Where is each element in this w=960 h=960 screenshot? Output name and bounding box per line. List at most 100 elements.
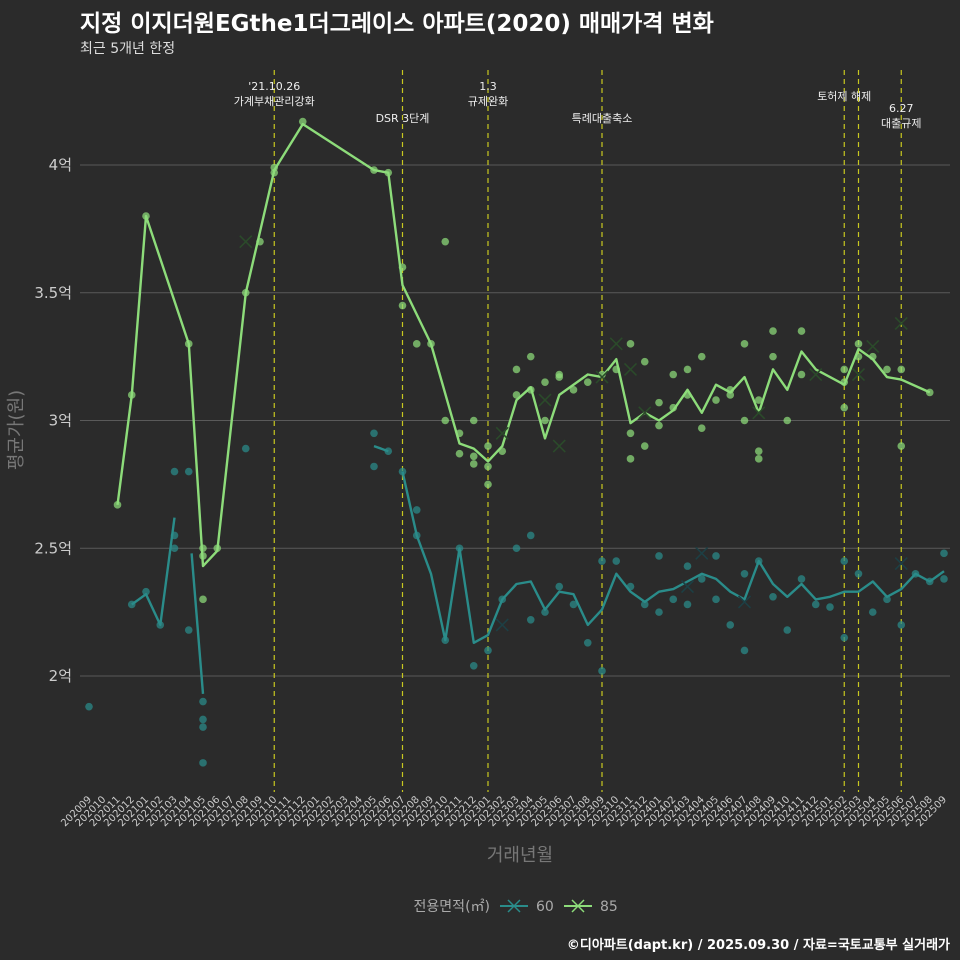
- data-point-60: [740, 646, 749, 655]
- data-point-60: [85, 702, 93, 711]
- cross-marker-85: [809, 367, 823, 382]
- series-line-60: [401, 471, 945, 644]
- data-point-85: [655, 421, 663, 430]
- data-point-60: [840, 557, 849, 565]
- event-label: 대출규제: [881, 117, 921, 130]
- data-point-60: [669, 595, 678, 604]
- data-point-85: [640, 357, 649, 366]
- data-point-60: [569, 600, 578, 609]
- data-point-60: [854, 570, 863, 578]
- data-point-60: [712, 552, 720, 560]
- data-point-60: [541, 608, 549, 616]
- data-point-85: [398, 301, 407, 310]
- data-point-85: [441, 237, 450, 246]
- data-point-85: [697, 424, 706, 432]
- data-point-85: [469, 416, 478, 425]
- data-point-60: [655, 608, 663, 616]
- data-point-60: [170, 467, 179, 476]
- data-point-85: [541, 416, 549, 425]
- source-footer: ©디아파트(dapt.kr) / 2025.09.30 / 자료=국토교통부 실…: [566, 938, 950, 953]
- cross-marker-85: [623, 362, 638, 376]
- data-point-85: [569, 386, 578, 394]
- event-label: 1.3: [479, 80, 497, 93]
- data-point-85: [712, 396, 720, 404]
- data-point-85: [840, 365, 849, 374]
- y-tick-label: 2.5억: [34, 539, 72, 557]
- data-point-85: [740, 340, 749, 348]
- data-point-60: [583, 638, 592, 647]
- x-axis-label: 거래년월: [487, 845, 553, 866]
- cross-marker-85: [538, 393, 552, 407]
- data-point-60: [199, 715, 207, 724]
- cross-marker-85: [638, 406, 652, 420]
- legend-item-60: 60: [500, 899, 554, 915]
- series-line-60: [131, 517, 176, 627]
- data-point-60: [199, 697, 207, 706]
- data-point-60: [184, 626, 193, 634]
- event-label: 규제완화: [468, 95, 508, 108]
- series-line-85: [116, 122, 931, 568]
- y-tick-label: 4억: [49, 156, 72, 174]
- legend-title: 전용면적(㎡): [414, 899, 490, 915]
- cross-marker-85: [239, 235, 253, 249]
- chart-title: 지정 이지더원EGthe1더그레이스 아파트(2020) 매매가격 변화: [80, 11, 714, 37]
- data-point-85: [484, 480, 492, 489]
- data-point-85: [683, 365, 692, 374]
- cross-marker-85: [552, 439, 566, 453]
- y-tick-label: 3.5억: [34, 284, 72, 302]
- data-point-60: [598, 557, 606, 565]
- data-point-85: [669, 370, 678, 379]
- data-point-85: [769, 327, 777, 335]
- data-point-60: [370, 429, 378, 438]
- data-point-60: [683, 562, 692, 570]
- data-point-85: [541, 378, 549, 386]
- cross-marker-85: [851, 367, 866, 382]
- data-point-85: [897, 365, 906, 374]
- data-point-60: [469, 661, 478, 670]
- data-point-60: [612, 557, 621, 565]
- data-point-85: [883, 365, 891, 374]
- cross-marker-60: [680, 580, 695, 594]
- data-point-85: [840, 403, 849, 412]
- chart-subtitle: 최근 5개년 한정: [80, 41, 176, 57]
- y-tick-label: 2억: [49, 667, 72, 685]
- event-label: '21.10.26: [248, 80, 300, 93]
- event-label: 특례대출축소: [572, 112, 633, 125]
- data-point-60: [412, 506, 421, 514]
- data-point-60: [883, 595, 891, 604]
- data-point-85: [783, 416, 792, 425]
- legend-label-85: 85: [600, 899, 618, 915]
- data-point-85: [484, 462, 492, 471]
- data-point-85: [526, 352, 535, 361]
- data-point-60: [769, 592, 777, 601]
- event-label: DSR 3단계: [376, 112, 430, 125]
- data-point-60: [142, 587, 150, 596]
- data-point-60: [783, 626, 792, 634]
- cross-marker-85: [752, 406, 766, 420]
- data-point-60: [940, 549, 948, 558]
- data-point-85: [697, 352, 706, 361]
- data-point-60: [868, 608, 877, 616]
- data-point-85: [754, 447, 763, 455]
- data-point-60: [526, 531, 535, 540]
- data-point-60: [512, 544, 521, 553]
- data-point-85: [583, 378, 592, 386]
- data-point-60: [199, 759, 207, 767]
- cross-marker-85: [595, 370, 609, 384]
- data-point-85: [626, 455, 635, 463]
- series-line-60: [190, 553, 205, 694]
- data-point-85: [640, 442, 649, 450]
- data-point-85: [754, 455, 763, 463]
- data-point-60: [655, 552, 663, 560]
- data-point-60: [184, 467, 193, 476]
- data-point-60: [726, 621, 735, 629]
- cross-marker-85: [609, 337, 623, 351]
- data-point-85: [555, 370, 564, 379]
- data-point-60: [940, 575, 948, 583]
- data-point-60: [740, 570, 749, 578]
- legend-label-60: 60: [536, 899, 554, 915]
- data-point-85: [469, 460, 478, 468]
- data-point-60: [897, 621, 906, 629]
- event-label: 가계부채관리강화: [234, 95, 315, 108]
- data-point-60: [826, 603, 834, 611]
